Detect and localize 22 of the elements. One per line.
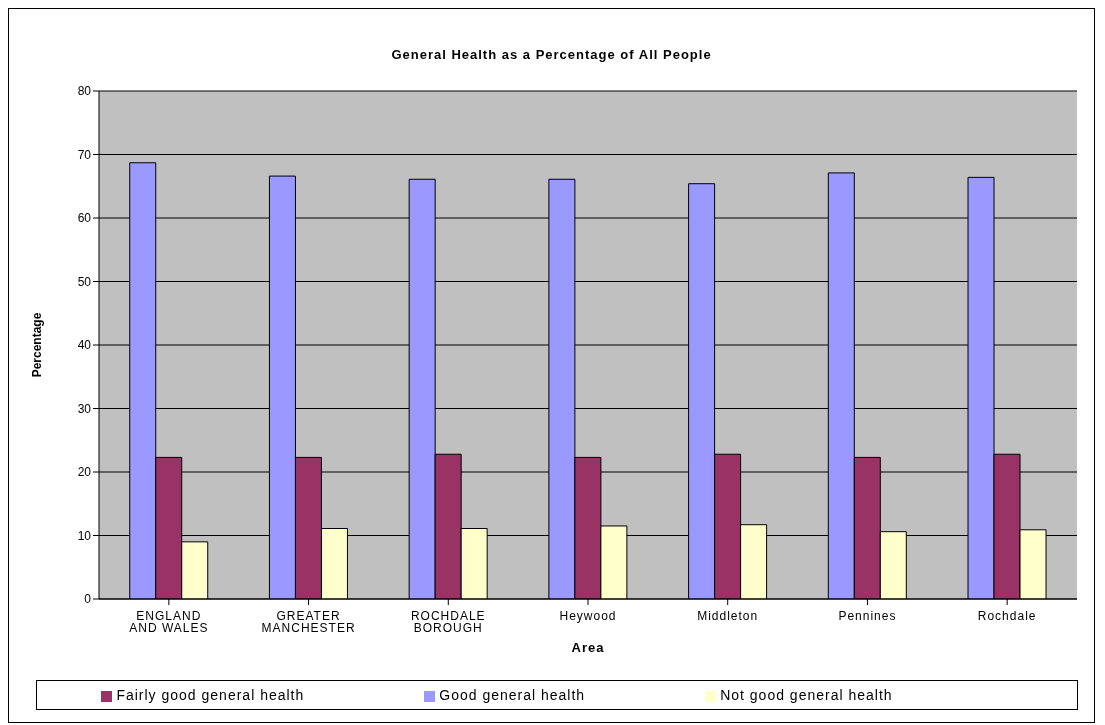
- legend-label: Fairly good general health: [116, 687, 305, 703]
- y-tick-label: 10: [77, 528, 92, 543]
- x-tick-label: Heywood: [559, 608, 617, 623]
- x-tick-label: Pennines: [838, 608, 897, 623]
- x-tick-label: ENGLAND AND WALES: [129, 608, 209, 635]
- x-tick-label: ROCHDALE BOROUGH: [410, 608, 486, 635]
- y-tick-label: 0: [84, 592, 92, 607]
- x-tick-label: Rochdale: [977, 608, 1037, 623]
- y-tick-label: 80: [77, 84, 92, 99]
- y-tick-label: 20: [77, 465, 92, 480]
- x-tick-label: Middleton: [697, 608, 759, 623]
- y-tick-label: 60: [77, 211, 92, 226]
- x-axis-title: Area: [571, 640, 605, 655]
- y-tick-label: 70: [77, 147, 92, 162]
- chart-title: General Health as a Percentage of All People: [390, 47, 713, 62]
- y-tick-label: 50: [77, 274, 92, 289]
- y-tick-label: 40: [77, 338, 92, 353]
- x-tick-label: GREATER MANCHESTER: [261, 608, 356, 635]
- y-tick-label: 30: [77, 401, 92, 416]
- legend-label: Not good general health: [720, 687, 893, 703]
- legend-label: Good general health: [439, 687, 586, 703]
- y-axis-title: Percentage: [30, 312, 45, 378]
